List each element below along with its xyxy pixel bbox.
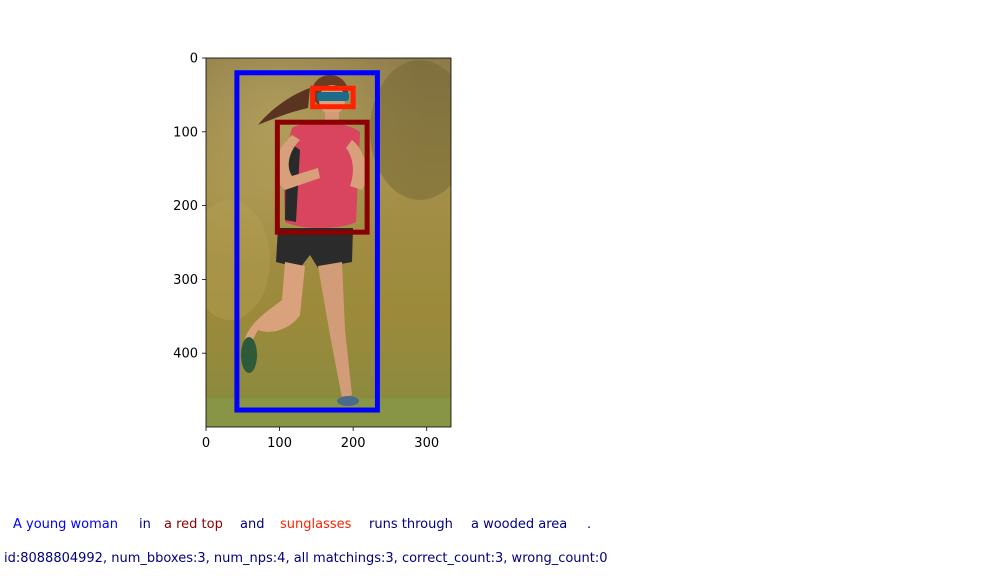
y-tick-label: 100 (173, 125, 198, 140)
axes-frame (205, 57, 452, 428)
photo-image (206, 58, 451, 427)
bbox-layer (234, 70, 380, 413)
caption-phrase: a wooded area (471, 517, 568, 532)
x-tick-label: 100 (267, 436, 292, 451)
matching-info: id:8088804992, num_bboxes:3, num_nps:4, … (4, 551, 608, 566)
bbox-1 (234, 70, 380, 413)
x-axis: 0 100 200 300 (202, 427, 439, 451)
caption-phrase: A young woman (13, 517, 118, 532)
x-tick-label: 300 (414, 436, 439, 451)
caption-phrase: sunglasses (280, 517, 352, 532)
bbox-3 (310, 85, 356, 110)
y-axis: 0 100 200 300 400 (173, 52, 206, 362)
y-tick-label: 200 (173, 199, 198, 214)
x-tick-label: 200 (341, 436, 366, 451)
caption-phrase: in (139, 517, 151, 532)
caption-phrase: . (587, 517, 592, 532)
caption-phrase: a red top (164, 517, 223, 532)
y-tick-label: 300 (173, 273, 198, 288)
caption-phrase: and (240, 517, 265, 532)
caption-phrase: runs through (369, 517, 453, 532)
caption-line: A young woman in a red top and sunglasse… (0, 517, 1000, 535)
x-tick-label: 0 (202, 436, 210, 451)
bbox-2 (274, 119, 370, 235)
y-tick-label: 400 (173, 347, 198, 362)
y-tick-label: 0 (190, 52, 198, 67)
